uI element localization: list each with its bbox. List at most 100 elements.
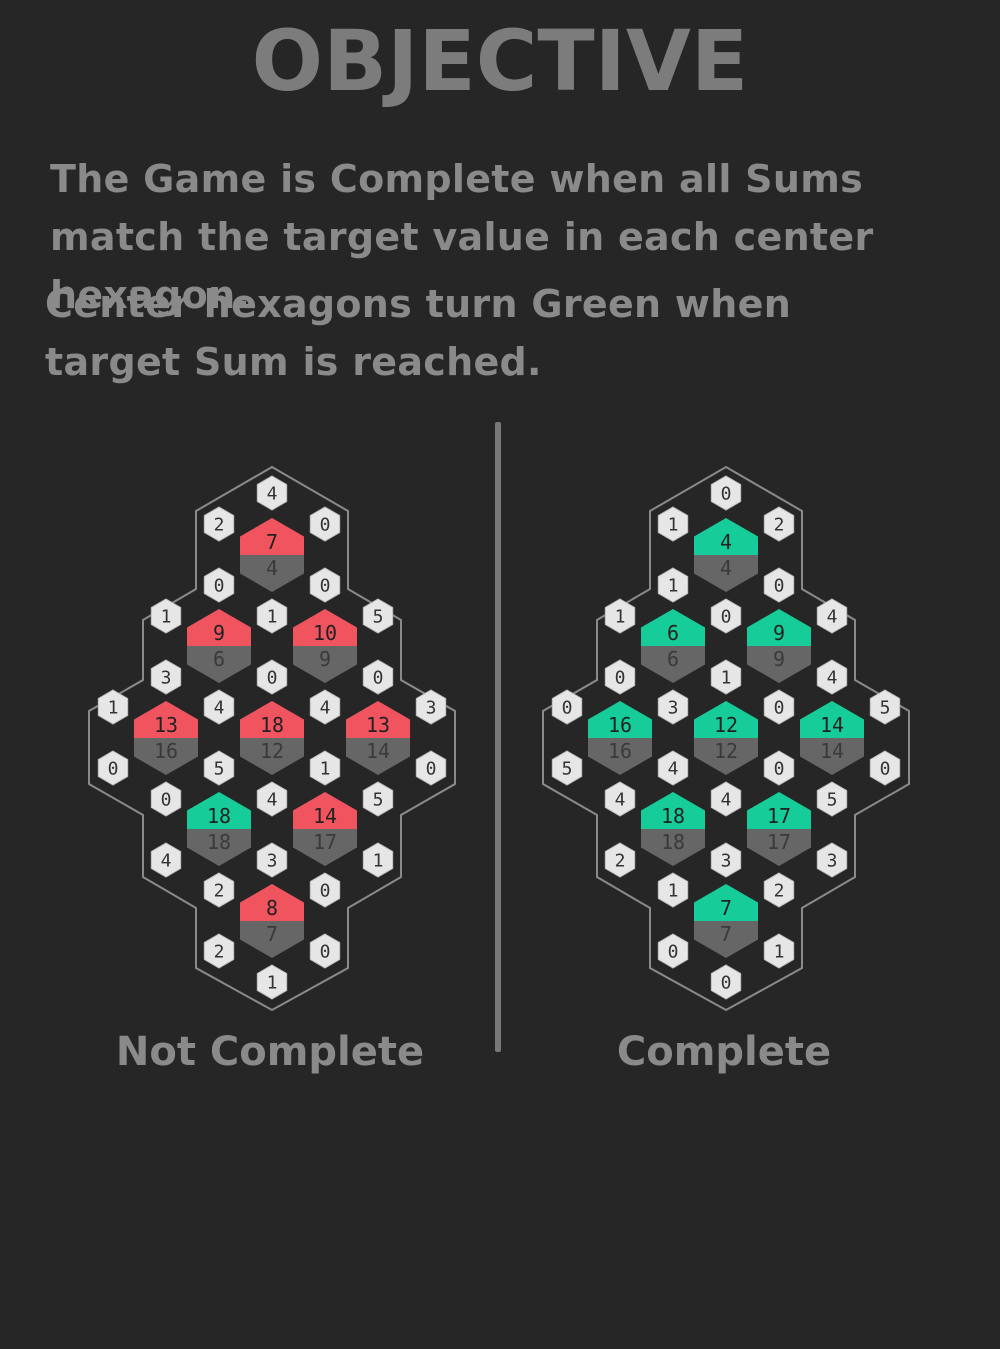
number-value: 4 <box>320 698 331 719</box>
number-hexagon[interactable]: 0 <box>551 689 583 725</box>
number-hexagon-shape <box>816 781 848 817</box>
current-sum: 18 <box>260 713 284 737</box>
number-hexagon[interactable]: 0 <box>763 567 795 603</box>
number-value: 4 <box>721 790 732 811</box>
number-hexagon[interactable]: 4 <box>657 750 689 786</box>
number-value: 3 <box>827 851 838 872</box>
number-hexagon[interactable]: 1 <box>657 872 689 908</box>
number-hexagon[interactable]: 4 <box>256 475 288 511</box>
number-value: 0 <box>774 576 785 597</box>
number-hexagon-shape <box>203 933 235 969</box>
number-hexagon-shape <box>657 750 689 786</box>
number-hexagon[interactable]: 2 <box>763 872 795 908</box>
number-value: 1 <box>615 607 626 628</box>
number-hexagon[interactable]: 0 <box>362 659 394 695</box>
number-hexagon[interactable]: 3 <box>415 689 447 725</box>
number-hexagon[interactable]: 2 <box>763 506 795 542</box>
number-hexagon[interactable]: 3 <box>816 842 848 878</box>
number-hexagon-shape <box>604 842 636 878</box>
number-hexagon[interactable]: 1 <box>256 964 288 1000</box>
number-hexagon[interactable]: 0 <box>869 750 901 786</box>
number-hexagon[interactable]: 4 <box>710 781 742 817</box>
number-value: 1 <box>668 881 679 902</box>
number-hexagon-shape <box>657 689 689 725</box>
number-hexagon-shape <box>657 506 689 542</box>
number-hexagon[interactable]: 4 <box>816 659 848 695</box>
target-value: 9 <box>773 647 785 671</box>
number-value: 0 <box>320 881 331 902</box>
number-hexagon[interactable]: 1 <box>710 659 742 695</box>
number-hexagon[interactable]: 0 <box>763 689 795 725</box>
number-hexagon[interactable]: 4 <box>150 842 182 878</box>
number-hexagon[interactable]: 4 <box>309 689 341 725</box>
number-hexagon[interactable]: 0 <box>150 781 182 817</box>
number-value: 0 <box>721 973 732 994</box>
number-hexagon-shape <box>604 659 636 695</box>
number-hexagon[interactable]: 4 <box>816 598 848 634</box>
number-hexagon[interactable]: 0 <box>309 933 341 969</box>
number-hexagon-shape <box>763 750 795 786</box>
number-hexagon[interactable]: 0 <box>710 598 742 634</box>
number-value: 0 <box>320 515 331 536</box>
number-hexagon[interactable]: 5 <box>203 750 235 786</box>
number-value: 5 <box>373 607 384 628</box>
objective-description: The Game is Complete when all Sums match… <box>50 157 874 317</box>
number-hexagon[interactable]: 3 <box>710 842 742 878</box>
number-hexagon[interactable]: 2 <box>203 933 235 969</box>
number-hexagon[interactable]: 1 <box>657 506 689 542</box>
number-hexagon[interactable]: 4 <box>604 781 636 817</box>
number-hexagon-shape <box>309 872 341 908</box>
number-hexagon[interactable]: 0 <box>710 964 742 1000</box>
number-hexagon-shape <box>150 659 182 695</box>
number-hexagon[interactable]: 1 <box>604 598 636 634</box>
number-hexagon[interactable]: 1 <box>362 842 394 878</box>
number-hexagon[interactable]: 0 <box>97 750 129 786</box>
number-hexagon[interactable]: 5 <box>551 750 583 786</box>
target-value: 16 <box>154 739 178 763</box>
current-sum: 18 <box>207 804 231 828</box>
number-hexagon[interactable]: 1 <box>256 598 288 634</box>
current-sum: 13 <box>366 713 390 737</box>
number-hexagon[interactable]: 0 <box>604 659 636 695</box>
number-hexagon[interactable]: 0 <box>763 750 795 786</box>
number-hexagon[interactable]: 4 <box>256 781 288 817</box>
target-value: 4 <box>720 556 732 580</box>
number-hexagon[interactable]: 1 <box>763 933 795 969</box>
number-hexagon[interactable]: 0 <box>657 933 689 969</box>
number-hexagon[interactable]: 3 <box>150 659 182 695</box>
number-hexagon[interactable]: 0 <box>710 475 742 511</box>
number-hexagon[interactable]: 1 <box>150 598 182 634</box>
number-hexagon[interactable]: 5 <box>869 689 901 725</box>
number-hexagon[interactable]: 0 <box>309 567 341 603</box>
number-hexagon[interactable]: 0 <box>203 567 235 603</box>
number-value: 1 <box>721 668 732 689</box>
number-hexagon[interactable]: 0 <box>309 872 341 908</box>
number-hexagon[interactable]: 0 <box>415 750 447 786</box>
number-hexagon[interactable]: 1 <box>97 689 129 725</box>
number-hexagon[interactable]: 2 <box>203 506 235 542</box>
number-hexagon-shape <box>816 598 848 634</box>
number-hexagon-shape <box>816 842 848 878</box>
center-hexagon <box>187 609 251 683</box>
current-sum: 14 <box>313 804 337 828</box>
complete-caption: Complete <box>616 1029 832 1075</box>
number-hexagon[interactable]: 1 <box>657 567 689 603</box>
current-sum: 12 <box>714 713 738 737</box>
number-value: 4 <box>267 790 278 811</box>
number-hexagon-shape <box>203 689 235 725</box>
number-value: 0 <box>108 759 119 780</box>
number-hexagon[interactable]: 5 <box>816 781 848 817</box>
number-hexagon[interactable]: 0 <box>309 506 341 542</box>
number-value: 4 <box>668 759 679 780</box>
number-hexagon[interactable]: 5 <box>362 781 394 817</box>
number-hexagon[interactable]: 3 <box>256 842 288 878</box>
number-hexagon[interactable]: 5 <box>362 598 394 634</box>
number-hexagon[interactable]: 4 <box>203 689 235 725</box>
number-hexagon-shape <box>203 750 235 786</box>
number-hexagon[interactable]: 2 <box>604 842 636 878</box>
target-value: 6 <box>213 647 225 671</box>
number-hexagon[interactable]: 0 <box>256 659 288 695</box>
number-hexagon[interactable]: 1 <box>309 750 341 786</box>
number-hexagon[interactable]: 3 <box>657 689 689 725</box>
number-hexagon[interactable]: 2 <box>203 872 235 908</box>
